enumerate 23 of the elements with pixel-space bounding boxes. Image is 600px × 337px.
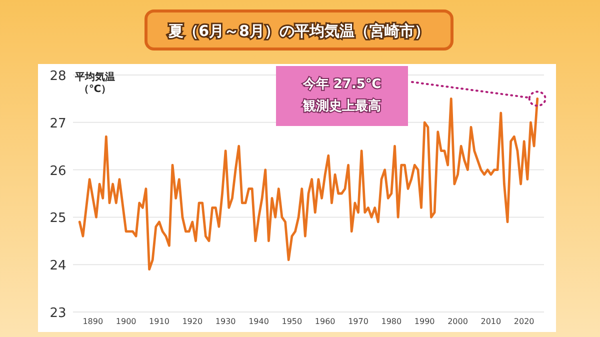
annotation: 今年 27.5℃ 観測史上最高 [302,77,382,114]
x-tick-label: 1890 [82,317,104,326]
x-tick-label: 1900 [116,317,136,326]
chart-title: 夏（6月～8月）の平均気温（宮崎市） [168,22,430,40]
x-tick-label: 2020 [514,317,534,326]
y-tick-label: 25 [50,211,66,226]
x-tick-label: 1980 [381,317,402,326]
y-tick-label: 27 [50,116,66,132]
x-tick-label: 1910 [149,317,170,326]
x-tick-label: 2000 [448,317,468,326]
x-tick-label: 1940 [248,317,269,326]
y-tick-label: 28 [50,69,66,84]
x-tick-label: 1970 [348,317,368,326]
y-tick-label: 24 [50,258,66,274]
x-tick-label: 2010 [480,317,502,326]
x-tick-label: 1930 [215,317,236,326]
x-tick-label: 1960 [314,317,336,326]
y-tick-label: 26 [50,164,66,179]
y-axis-title: 平均気温（℃） [74,71,115,95]
x-tick-label: 1920 [182,317,203,326]
x-tick-label: 1990 [414,317,435,326]
x-tick-label: 1950 [282,317,302,326]
y-tick-label: 23 [50,306,66,321]
